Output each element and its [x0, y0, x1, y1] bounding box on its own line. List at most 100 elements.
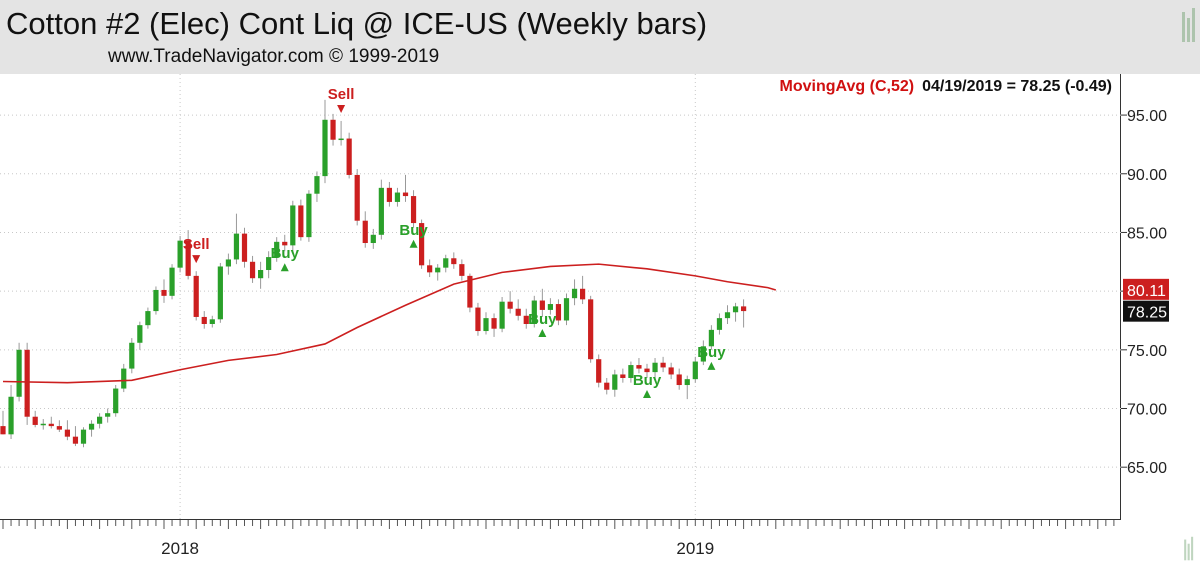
candle-body	[314, 176, 320, 194]
price-axis-labels: 95.0090.0085.0080.0075.0070.0065.0080.11…	[1121, 108, 1169, 477]
candle	[121, 363, 127, 393]
candle	[72, 426, 79, 447]
candle	[161, 279, 167, 303]
candle-body	[668, 367, 674, 375]
candle-body	[716, 318, 723, 330]
candle	[153, 286, 159, 315]
candle-body	[249, 261, 256, 279]
candle	[419, 219, 425, 269]
signal-sell: Sell	[183, 236, 210, 264]
candle	[298, 199, 304, 241]
axis-corner	[1121, 520, 1200, 571]
candle-body	[410, 196, 417, 224]
candle-body	[394, 192, 401, 202]
candle-body	[571, 288, 578, 299]
candle	[137, 321, 143, 350]
candle-body	[427, 265, 433, 273]
candle	[644, 363, 650, 378]
candle-body	[298, 205, 304, 238]
ytick-label-70.00: 70.00	[1127, 402, 1167, 419]
candle	[660, 356, 666, 373]
candle-body	[233, 233, 240, 260]
candle	[48, 416, 54, 429]
brand-logo-small-icon	[1184, 536, 1194, 561]
candle	[8, 385, 14, 440]
candle	[338, 120, 344, 146]
price-axis[interactable]: 95.0090.0085.0080.0075.0070.0065.0080.11…	[1121, 74, 1200, 520]
candle	[402, 174, 409, 202]
candle	[346, 132, 352, 179]
candle	[290, 200, 296, 252]
candle-body	[0, 426, 6, 435]
price-plot-area[interactable]: Sell Buy Sell Buy Buy Buy Buy	[0, 74, 1121, 520]
candle	[435, 264, 441, 281]
candle-body	[724, 312, 731, 319]
candle-body	[16, 349, 22, 397]
candle	[499, 297, 505, 333]
candle-body	[459, 264, 465, 276]
indicator-readout: MovingAvg (C,52) 04/19/2019 = 78.25 (-0.4…	[780, 78, 1112, 96]
candle-body	[507, 301, 513, 309]
candle	[16, 342, 22, 402]
candle	[362, 211, 368, 248]
candle-body	[274, 241, 280, 258]
candle	[620, 368, 626, 383]
candle	[169, 264, 175, 300]
buy-arrow-icon	[538, 328, 547, 337]
candle-body	[676, 374, 682, 386]
chart-header: Cotton #2 (Elec) Cont Liq @ ICE-US (Week…	[0, 0, 1200, 74]
candle	[515, 299, 521, 321]
signal-buy: Buy	[399, 222, 428, 248]
candle	[274, 237, 280, 262]
candle	[612, 369, 618, 397]
candlestick-chart[interactable]: Sell Buy Sell Buy Buy Buy Buy	[0, 74, 1121, 520]
candle	[105, 408, 111, 423]
candle-body	[177, 240, 183, 268]
candle	[410, 190, 417, 228]
candle-body	[628, 365, 634, 378]
candle-body	[56, 426, 62, 430]
candle-body	[137, 325, 143, 343]
candle-body	[338, 138, 344, 141]
ma-price-tag: 80.11	[1123, 278, 1169, 300]
candle-body	[596, 359, 602, 383]
candle-body	[580, 288, 586, 300]
time-axis[interactable]: 2018 2019	[0, 520, 1123, 571]
last-price-tag-bg	[1123, 300, 1169, 322]
candle	[427, 259, 433, 278]
candle-body	[24, 349, 30, 417]
candle	[217, 262, 223, 323]
candle-body	[362, 220, 368, 244]
candle-body	[258, 270, 264, 279]
time-axis-labels: 2018 2019	[2, 520, 1123, 558]
candle-body	[386, 187, 392, 202]
candle-body	[88, 423, 95, 430]
candle-body	[547, 304, 553, 310]
candle-body	[491, 318, 497, 329]
buy-label: Buy	[271, 245, 300, 262]
candle	[354, 169, 360, 226]
candle	[97, 413, 103, 429]
candle-body	[97, 416, 103, 424]
candle-body	[475, 307, 481, 332]
indicator-value: 04/19/2019 = 78.25 (-0.49)	[922, 78, 1112, 95]
candle	[113, 385, 119, 417]
candle-body	[636, 365, 642, 369]
candle-body	[113, 388, 119, 414]
signal-buy: Buy	[697, 344, 726, 370]
candle-body	[225, 259, 231, 267]
candle-body	[201, 316, 207, 324]
last-price-tag: 78.25	[1123, 300, 1169, 322]
candle-body	[105, 413, 111, 417]
candle	[459, 259, 465, 281]
brand-logo-icon	[1182, 8, 1195, 42]
candle-body	[282, 241, 288, 246]
candle-body	[499, 301, 505, 329]
candle-body	[515, 308, 521, 316]
candle	[249, 255, 256, 283]
candle	[684, 375, 690, 400]
candle	[652, 358, 658, 378]
candle-body	[652, 362, 658, 373]
candle-body	[539, 300, 545, 310]
candle-body	[451, 258, 457, 265]
